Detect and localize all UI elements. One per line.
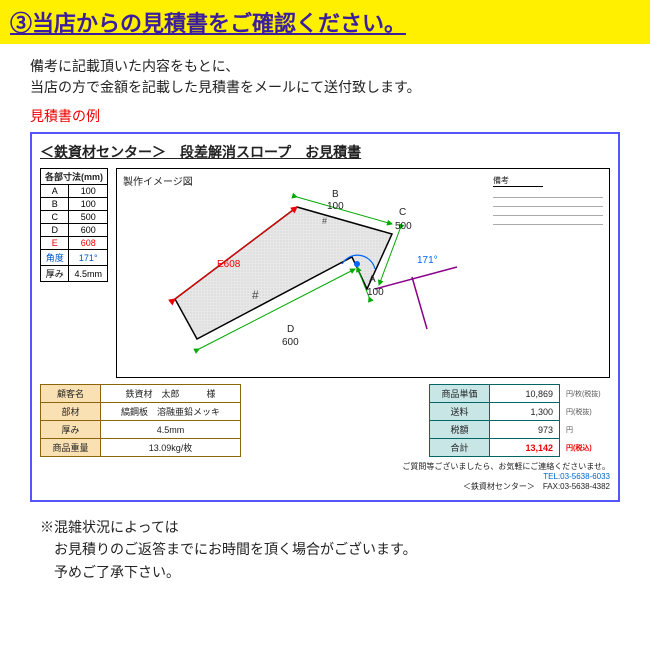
price-row: 商品単価10,869円/枚(税抜) [430, 385, 610, 403]
lbl-B: B [332, 189, 339, 200]
val-C: 500 [395, 221, 412, 232]
val-B: 100 [327, 201, 344, 212]
dim-row: A100 [41, 185, 108, 198]
price-table: 商品単価10,869円/枚(税抜)送料1,300円(税抜)税額973円合計13,… [429, 384, 610, 457]
contact-tel-link[interactable]: TEL:03-5638-6033 [543, 472, 610, 481]
dim-header: 各部寸法(mm) [41, 169, 108, 185]
val-D: 600 [282, 337, 299, 348]
dim-row: D600 [41, 224, 108, 237]
lbl-E: E608 [217, 259, 240, 270]
dimensions-table: 各部寸法(mm) A100B100C500D600E608角度171°厚み4.5… [40, 168, 108, 282]
lbl-A: A [369, 274, 376, 285]
svg-text:#: # [322, 216, 327, 226]
price-row: 送料1,300円(税抜) [430, 403, 610, 421]
footer-note: ※混雑状況によっては お見積りのご返答までにお時間を頂く場合がございます。 予め… [30, 516, 620, 583]
step-header: ③当店からの見積書をご確認ください。 [0, 0, 650, 44]
val-A: 100 [367, 287, 384, 298]
doc-title: ＜鉄資材センター＞ 段差解消スロープ お見積書 [40, 142, 610, 162]
memo-box: 備考 [493, 175, 603, 225]
dim-row: B100 [41, 198, 108, 211]
dim-row: 厚み4.5mm [41, 266, 108, 282]
dim-row: 角度171° [41, 250, 108, 266]
intro-text: 備考に記載頂いた内容をもとに、 当店の方で金額を記載した見積書をメールにて送付致… [30, 56, 620, 98]
info-row: 商品重量13.09kg/枚 [41, 439, 241, 457]
dim-row: C500 [41, 211, 108, 224]
price-row: 税額973円 [430, 421, 610, 439]
dim-row: E608 [41, 237, 108, 250]
slope-diagram: # # [157, 189, 497, 369]
lbl-C: C [399, 207, 406, 218]
contact-msg: ご質問等ございましたら、お気軽にご連絡くださいませ。 [40, 461, 610, 472]
quote-document: ＜鉄資材センター＞ 段差解消スロープ お見積書 各部寸法(mm) A100B10… [30, 132, 620, 502]
contact-info: ご質問等ございましたら、お気軽にご連絡くださいませ。 TEL:03-5638-6… [40, 461, 610, 492]
example-label: 見積書の例 [30, 106, 620, 126]
info-row: 部材縞鋼板 溶融亜鉛メッキ [41, 403, 241, 421]
lbl-D: D [287, 324, 294, 335]
price-row: 合計13,142円(税込) [430, 439, 610, 457]
contact-fax: ＜鉄資材センター＞ FAX:03-5638-4382 [463, 482, 610, 491]
diagram-title: 製作イメージ図 [123, 173, 193, 188]
customer-info-table: 顧客名鉄資材 太郎 様部材縞鋼板 溶融亜鉛メッキ厚み4.5mm商品重量13.09… [40, 384, 241, 457]
memo-label: 備考 [493, 175, 543, 187]
info-row: 厚み4.5mm [41, 421, 241, 439]
info-row: 顧客名鉄資材 太郎 様 [41, 385, 241, 403]
diagram-panel: 製作イメージ図 備考 [116, 168, 610, 378]
svg-text:#: # [252, 288, 259, 302]
lbl-angle: 171° [417, 255, 438, 266]
